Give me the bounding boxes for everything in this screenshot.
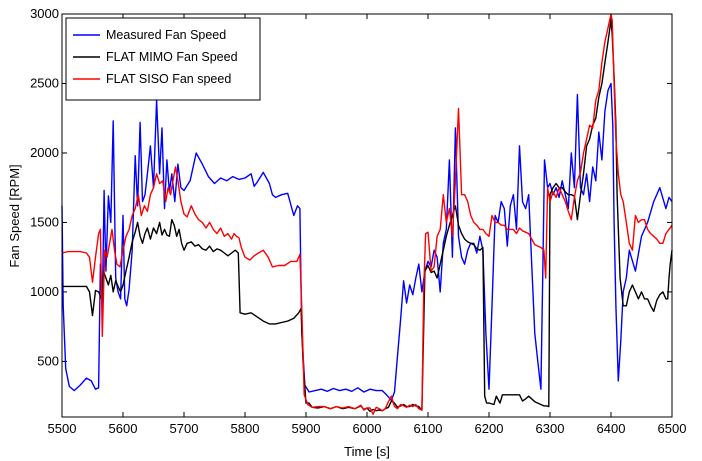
legend-label-flat-mimo: FLAT MIMO Fan Speed xyxy=(106,50,238,64)
x-tick-label: 6000 xyxy=(353,421,382,436)
legend-label-flat-siso: FLAT SISO Fan speed xyxy=(106,72,231,86)
y-ticks: 500 1000 1500 2000 2500 3000 xyxy=(30,6,672,368)
y-tick-label: 2000 xyxy=(30,145,59,160)
series-line-flat-siso xyxy=(61,13,673,415)
y-tick-label: 2500 xyxy=(30,75,59,90)
legend: Measured Fan Speed FLAT MIMO Fan Speed FLA… xyxy=(65,17,261,101)
series-line-measured xyxy=(61,82,673,401)
x-tick-label: 6300 xyxy=(536,421,565,436)
x-ticks: 5500 5600 5700 5800 5900 6000 6100 6200 6300 6400… xyxy=(48,14,687,436)
y-tick-label: 1500 xyxy=(30,214,59,229)
x-tick-label: 5700 xyxy=(170,421,199,436)
x-tick-label: 6500 xyxy=(658,421,687,436)
x-tick-label: 6400 xyxy=(597,421,626,436)
x-tick-label: 6100 xyxy=(414,421,443,436)
legend-box xyxy=(65,17,261,101)
x-axis-label: Time [s] xyxy=(344,444,390,459)
x-tick-label: 6200 xyxy=(475,421,504,436)
y-axis-label: Fan Speed [RPM] xyxy=(7,164,22,267)
x-tick-label: 5600 xyxy=(109,421,138,436)
y-tick-label: 1000 xyxy=(30,284,59,299)
y-tick-label: 3000 xyxy=(30,6,59,21)
y-tick-label: 500 xyxy=(37,353,59,368)
x-tick-label: 5900 xyxy=(292,421,321,436)
legend-label-measured: Measured Fan Speed xyxy=(106,28,226,42)
x-tick-label: 5800 xyxy=(231,421,260,436)
plot-frame xyxy=(61,13,673,418)
series-lines xyxy=(61,13,673,415)
series-line-flat-mimo xyxy=(62,18,673,413)
x-tick-label: 5500 xyxy=(48,421,77,436)
